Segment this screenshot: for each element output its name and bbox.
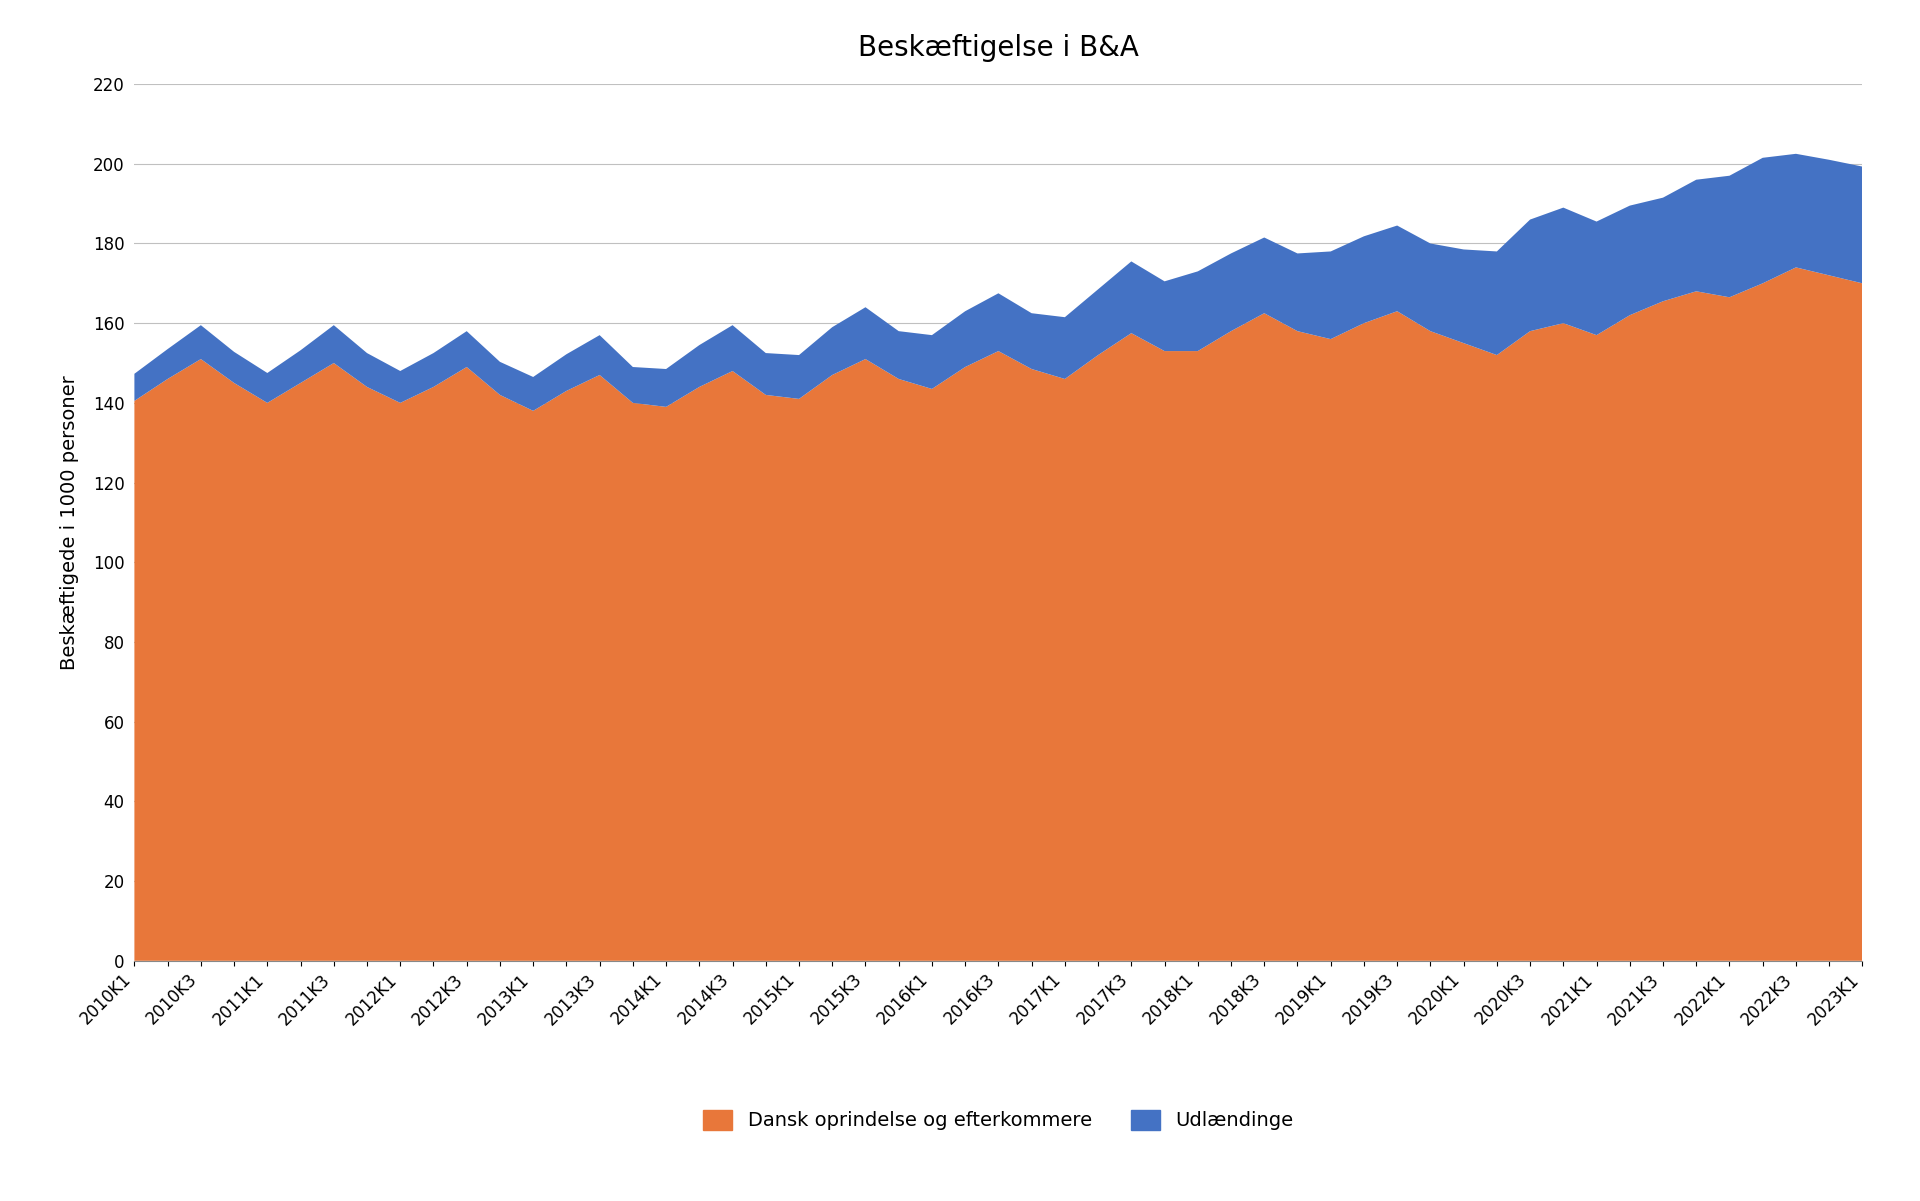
Legend: Dansk oprindelse og efterkommere, Udlændinge: Dansk oprindelse og efterkommere, Udlænd… (695, 1103, 1302, 1139)
Title: Beskæftigelse i B&A: Beskæftigelse i B&A (858, 35, 1139, 62)
Y-axis label: Beskæftigede i 1000 personer: Beskæftigede i 1000 personer (60, 375, 79, 670)
